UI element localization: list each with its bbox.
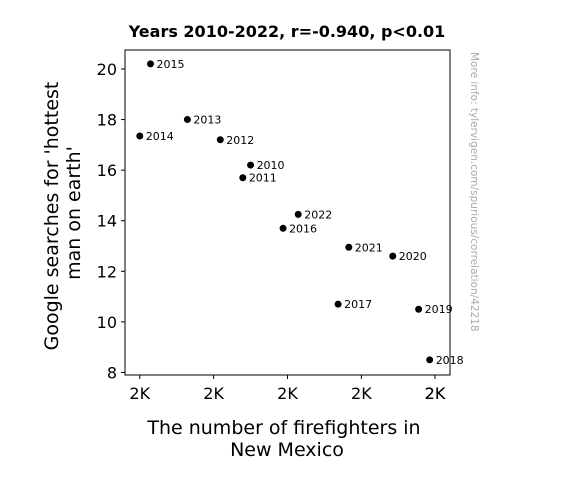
x-tick-label: 2K	[129, 384, 150, 403]
data-point	[334, 300, 342, 308]
y-axis-label-line-2: man on earth'	[63, 146, 85, 280]
y-tick-label: 12	[97, 262, 117, 281]
plot-area: 2010201120122013201420152016201720182019…	[136, 58, 464, 367]
data-point	[279, 224, 287, 232]
x-tick-label: 2K	[203, 384, 224, 403]
x-axis-label-line-1: The number of firefighters in	[146, 417, 420, 439]
data-point-label: 2015	[156, 58, 184, 71]
data-point-label: 2021	[355, 241, 383, 254]
data-point-label: 2017	[344, 298, 372, 311]
y-tick-label: 14	[97, 212, 117, 231]
data-point	[239, 174, 247, 182]
y-axis: 8 10 12 14 16 18 20	[97, 60, 125, 382]
data-point-label: 2011	[249, 172, 277, 185]
data-point	[389, 252, 397, 260]
data-point-label: 2012	[226, 134, 254, 147]
data-point-label: 2016	[289, 222, 317, 235]
data-point-label: 2020	[399, 250, 427, 263]
y-tick-label: 16	[97, 161, 117, 180]
data-point-label: 2014	[146, 130, 174, 143]
watermark-text: More info: tylervigen.com/spurious/corre…	[468, 52, 480, 332]
x-tick-label: 2K	[425, 384, 446, 403]
data-point	[345, 243, 353, 251]
chart-title: Years 2010-2022, r=-0.940, p<0.01	[128, 22, 446, 41]
y-axis-label-line-1: Google searches for 'hottest	[41, 82, 63, 351]
data-point	[216, 136, 224, 144]
y-tick-label: 18	[97, 111, 117, 130]
y-tick-label: 10	[97, 313, 117, 332]
data-point	[426, 356, 434, 364]
data-point	[136, 132, 144, 140]
y-tick-label: 8	[107, 363, 117, 382]
data-point-label: 2013	[193, 114, 221, 127]
data-point-label: 2010	[257, 159, 285, 172]
x-axis-label: The number of firefighters in New Mexico	[146, 417, 426, 461]
data-point-label: 2019	[425, 303, 453, 316]
data-point	[415, 305, 423, 313]
data-point	[247, 161, 255, 169]
y-tick-label: 20	[97, 60, 117, 79]
y-axis-label: Google searches for 'hottest man on eart…	[41, 76, 85, 351]
x-axis-label-line-2: New Mexico	[230, 439, 344, 461]
x-tick-label: 2K	[425, 384, 446, 403]
data-point	[294, 210, 302, 218]
data-point	[146, 60, 154, 68]
data-point-label: 2022	[304, 208, 332, 221]
data-point	[183, 116, 191, 124]
x-tick-label: 2K	[277, 384, 298, 403]
x-tick-label: 2K	[351, 384, 372, 403]
